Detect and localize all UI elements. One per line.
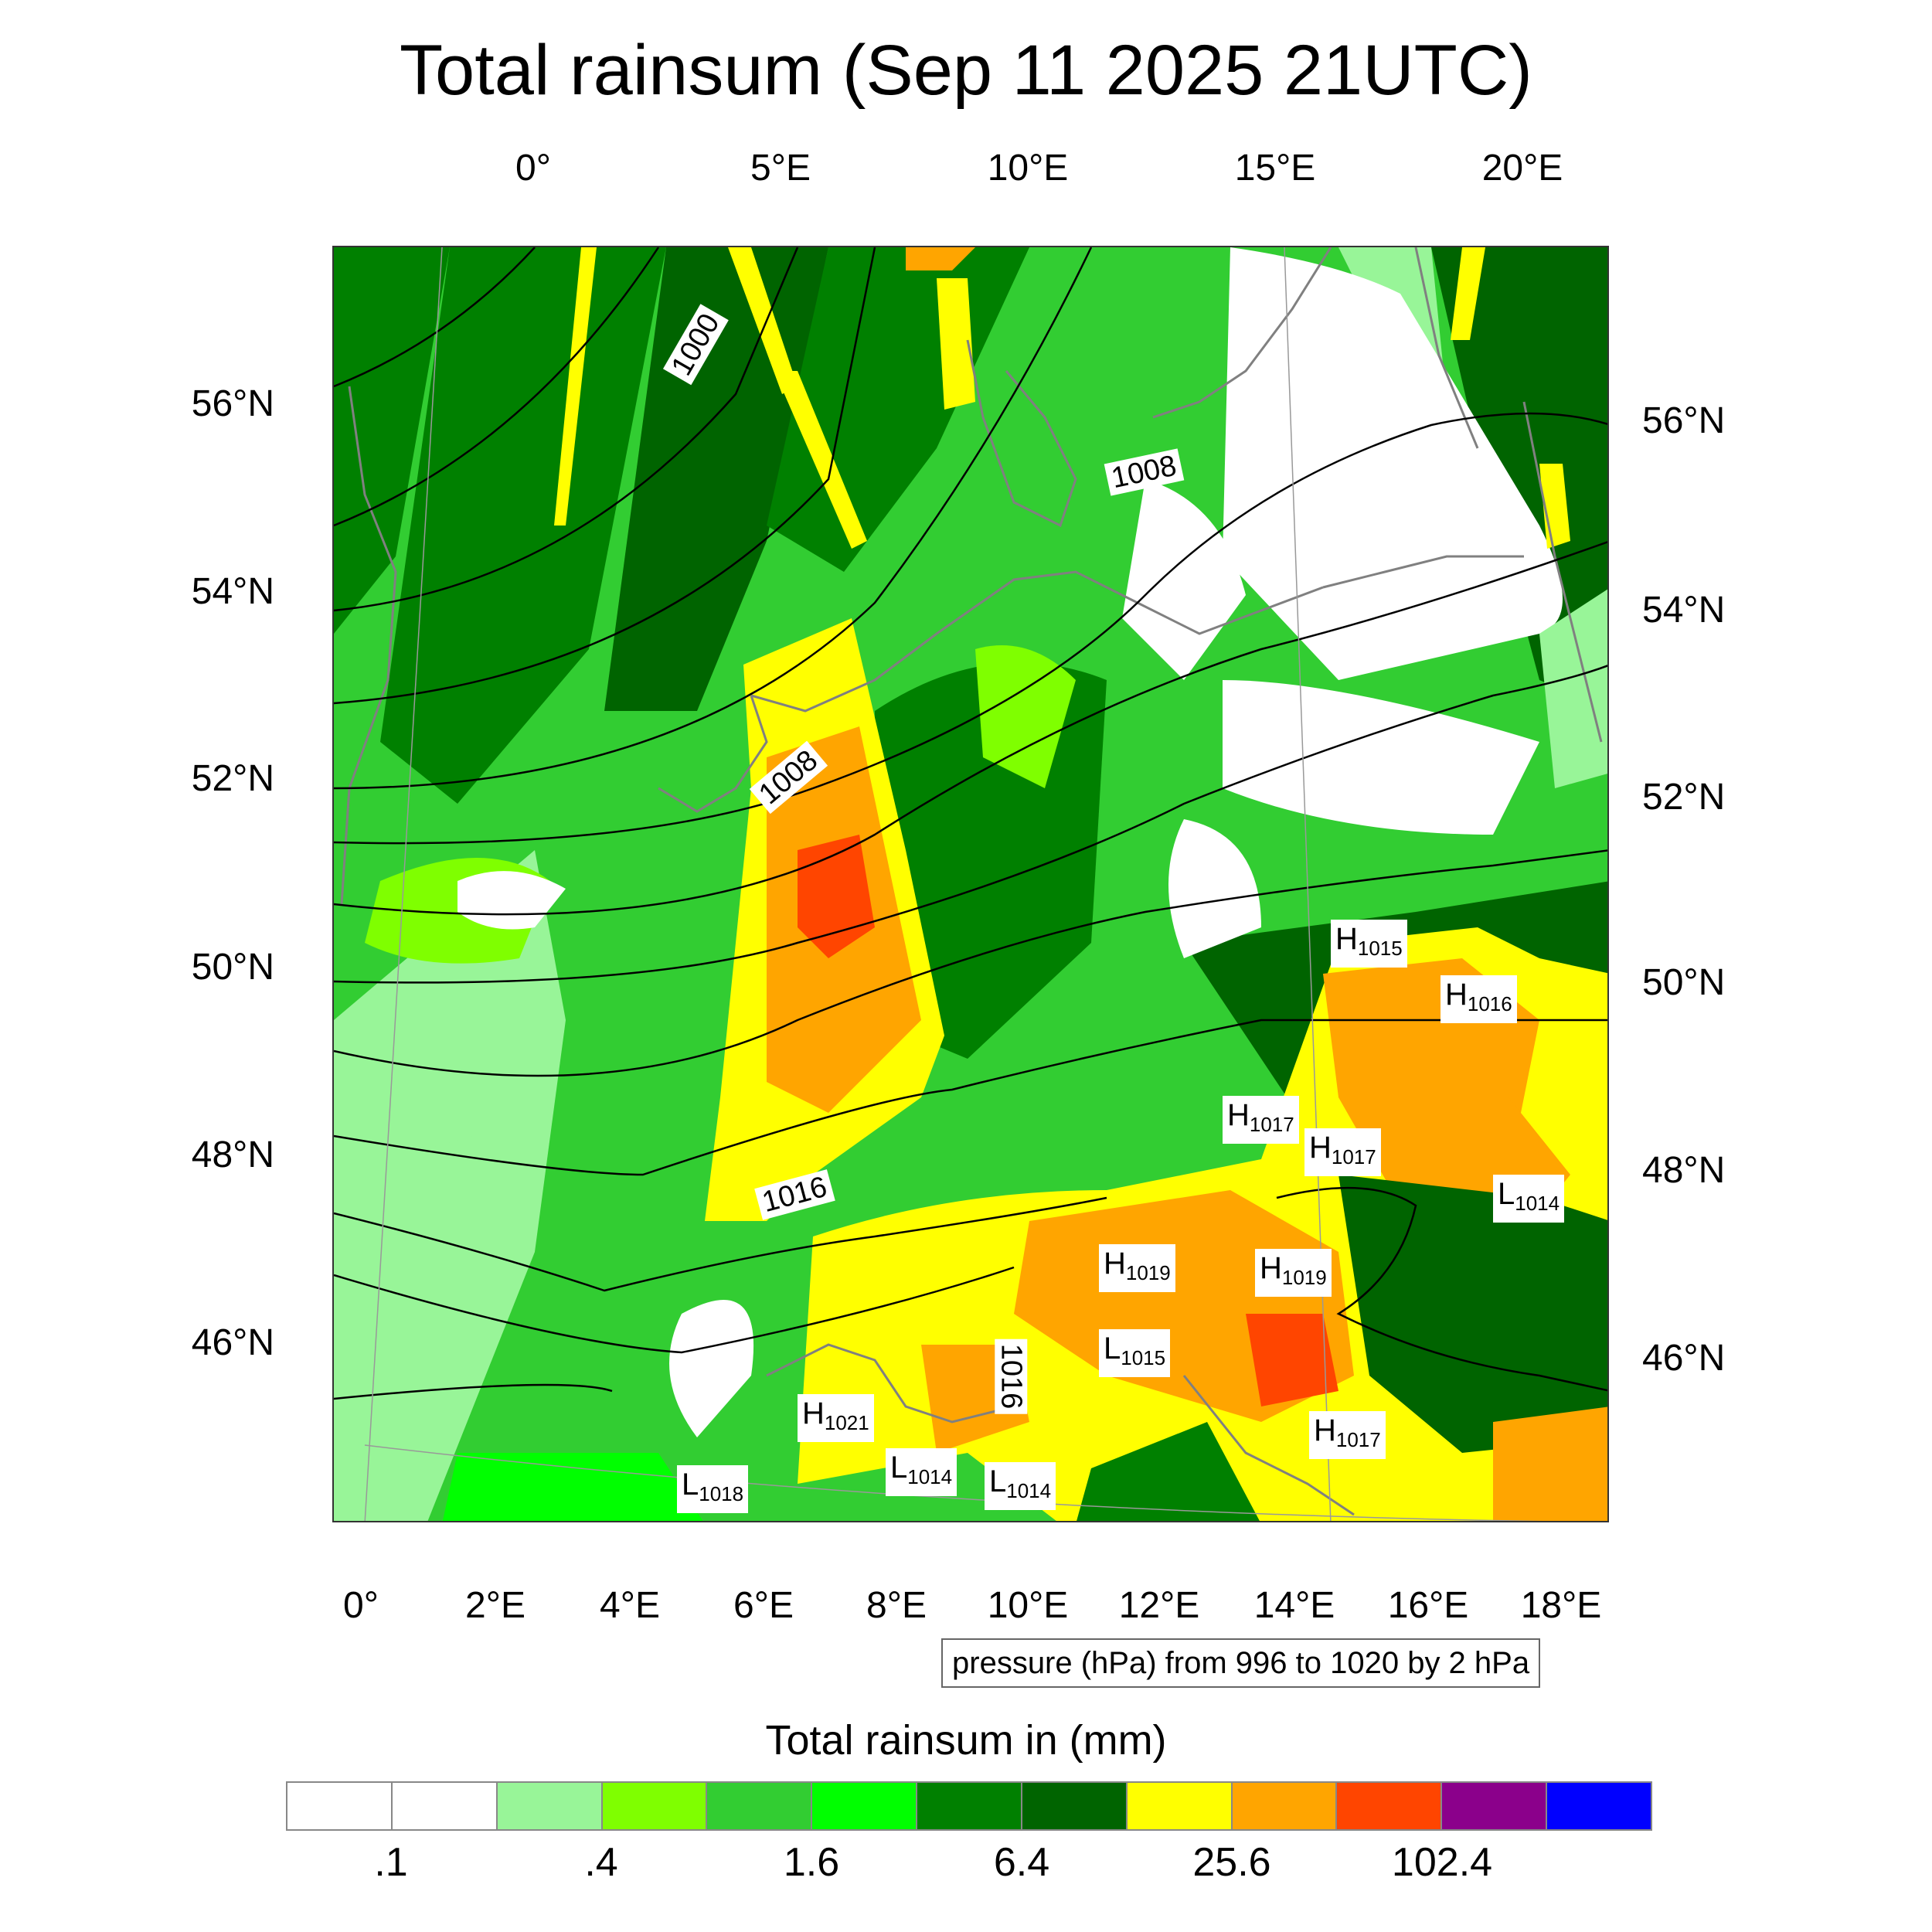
colorbar-swatch [707, 1783, 813, 1829]
bottom-lon-label: 10°E [987, 1585, 1069, 1626]
right-lat-label: 50°N [1642, 962, 1726, 1003]
bottom-lon-label: 4°E [600, 1585, 660, 1626]
pressure-info-box: pressure (hPa) from 996 to 1020 by 2 hPa [941, 1638, 1541, 1688]
top-lon-label: 0° [515, 148, 551, 189]
left-lat-label: 56°N [191, 383, 274, 424]
pressure-center-label: H1017 [1309, 1411, 1386, 1459]
coastlines [340, 247, 1603, 1516]
rain-fields [334, 247, 1607, 1521]
left-lat-label: 54°N [191, 571, 274, 612]
colorbar-swatch [1232, 1783, 1338, 1829]
rainfall-map: 1000 1008 1008 1016 1016 H1015 H1016 H10… [332, 246, 1609, 1522]
bottom-lon-label: 6°E [733, 1585, 794, 1626]
colorbar-tick-label: 102.4 [1391, 1840, 1493, 1885]
pressure-center-label: L1014 [886, 1448, 957, 1496]
colorbar-swatch [602, 1783, 708, 1829]
bottom-lon-label: 16°E [1387, 1585, 1469, 1626]
colorbar-swatch [1127, 1783, 1233, 1829]
pressure-center-label: H1017 [1223, 1096, 1299, 1144]
pressure-center-label: H1019 [1099, 1244, 1175, 1292]
pressure-center-label: H1021 [798, 1394, 874, 1442]
colorbar-tick-label: .1 [374, 1840, 408, 1885]
right-lat-label: 48°N [1642, 1150, 1726, 1191]
colorbar-swatch [287, 1783, 393, 1829]
bottom-lon-label: 18°E [1520, 1585, 1602, 1626]
graticule [364, 247, 1543, 1521]
right-lat-label: 54°N [1642, 590, 1726, 631]
colorbar-swatch [1547, 1783, 1651, 1829]
map-title: Total rainsum (Sep 11 2025 21UTC) [400, 31, 1532, 110]
right-lat-label: 56°N [1642, 400, 1726, 441]
bottom-lon-label: 0° [343, 1585, 379, 1626]
top-lon-label: 5°E [750, 148, 811, 189]
isobar-label: 1016 [995, 1338, 1028, 1414]
top-lon-label: 10°E [987, 148, 1069, 189]
colorbar-swatch [1337, 1783, 1443, 1829]
left-lat-label: 52°N [191, 758, 274, 799]
colorbar-swatch [1442, 1783, 1548, 1829]
colorbar-tick-label: 1.6 [783, 1840, 840, 1885]
right-lat-label: 46°N [1642, 1338, 1726, 1379]
pressure-center-label: H1015 [1331, 920, 1407, 968]
colorbar-swatch [917, 1783, 1022, 1829]
colorbar-swatch [497, 1783, 603, 1829]
right-lat-label: 52°N [1642, 777, 1726, 818]
pressure-center-label: L1018 [677, 1465, 749, 1513]
rainfall-map-svg [334, 247, 1607, 1521]
left-lat-label: 50°N [191, 947, 274, 988]
bottom-lon-label: 8°E [866, 1585, 927, 1626]
colorbar-title: Total rainsum in (mm) [765, 1717, 1167, 1764]
colorbar-tick-label: .4 [584, 1840, 618, 1885]
pressure-center-label: H1017 [1304, 1128, 1381, 1176]
colorbar-tick-label: 25.6 [1192, 1840, 1271, 1885]
colorbar-swatch [812, 1783, 918, 1829]
pressure-center-label: H1019 [1255, 1249, 1332, 1297]
pressure-center-label: L1014 [985, 1462, 1056, 1510]
bottom-lon-label: 14°E [1253, 1585, 1335, 1626]
pressure-center-label: L1015 [1099, 1329, 1171, 1377]
colorbar-tick-label: 6.4 [993, 1840, 1050, 1885]
left-lat-label: 48°N [191, 1134, 274, 1175]
colorbar-swatch [392, 1783, 498, 1829]
colorbar [286, 1781, 1652, 1831]
colorbar-swatch [1022, 1783, 1128, 1829]
top-lon-label: 15°E [1234, 148, 1316, 189]
pressure-center-label: H1016 [1440, 975, 1517, 1023]
bottom-lon-label: 2°E [465, 1585, 526, 1626]
bottom-lon-label: 12°E [1118, 1585, 1200, 1626]
isobars [334, 247, 1607, 1400]
pressure-center-label: L1014 [1493, 1175, 1565, 1223]
top-lon-label: 20°E [1481, 148, 1563, 189]
left-lat-label: 46°N [191, 1322, 274, 1363]
